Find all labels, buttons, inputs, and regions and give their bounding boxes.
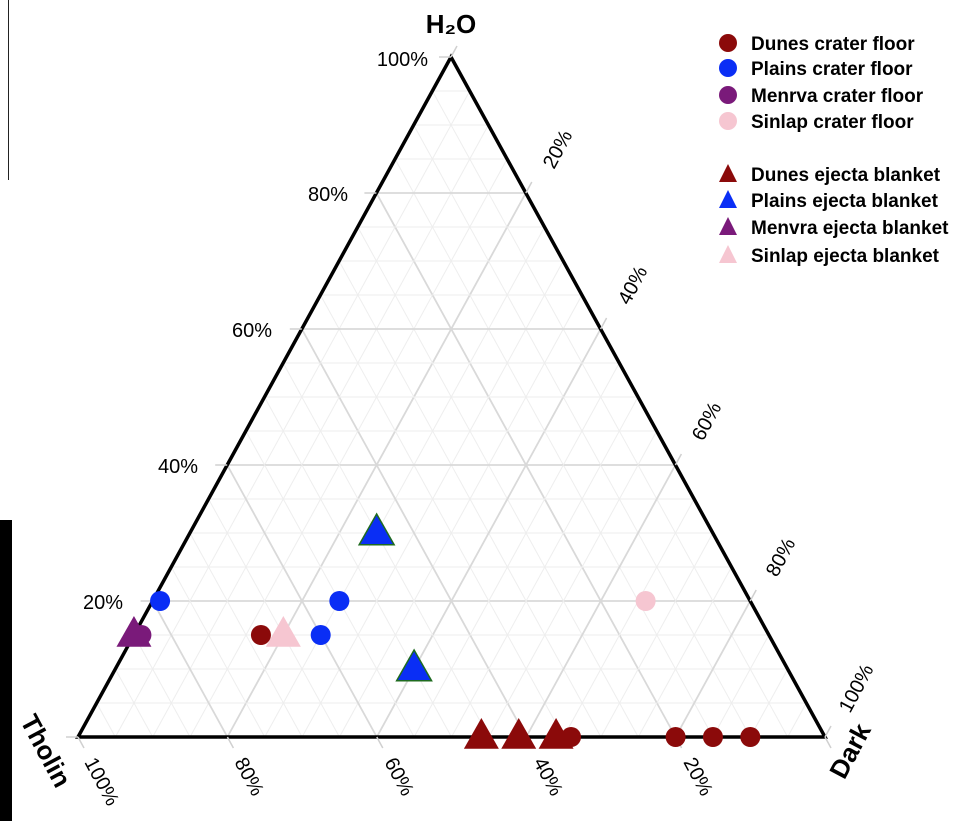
legend-marker [719,217,737,235]
h2o-tick-label: 100% [377,49,428,71]
data-point-circle [250,625,271,645]
tick-mark [226,736,235,749]
grid-line [133,634,191,738]
grid-line [525,464,677,738]
grid-line [749,668,789,738]
legend-label: Dunes crater floor [751,34,915,55]
dark-axis-label: Dark [823,718,877,784]
grid-line [413,362,620,738]
grid-line [637,566,732,738]
legend-marker [719,245,737,263]
h2o-axis-label: H₂O [426,9,477,39]
legend-marker [719,34,737,52]
grid-line [712,634,770,738]
legend-label: Sinlap crater floor [751,112,914,133]
legend: Dunes crater floor Plains crater floor M… [719,34,949,267]
tick-mark [77,736,85,749]
grid-line [488,430,658,738]
tick-mark [376,736,384,749]
grid-line [600,532,714,738]
grid-line [245,430,415,738]
grid-line [357,226,639,738]
data-point-triangle [265,616,301,647]
tick-mark [749,589,757,602]
legend-marker [719,190,737,208]
left-edge-black-bar [0,520,12,821]
tick-mark [824,725,832,738]
h2o-tick-label: 20% [83,592,123,614]
dark-tick-label: 20% [539,126,577,172]
grid-line [226,464,378,738]
data-point-circle [635,591,656,611]
grid-line [189,158,508,738]
grid-line [114,90,471,738]
data-point-circle [150,591,171,611]
triangle-frame [75,53,828,739]
data-point-triangle [357,512,396,546]
grid-line [451,396,639,738]
data-point-circle [561,727,582,747]
grid-line [563,498,695,738]
tick-mark [525,181,533,194]
dark-tick-label: 40% [614,262,652,308]
grid-line [96,702,116,738]
grid-line [151,600,229,738]
data-point-circle [702,727,723,747]
data-point-triangle [395,648,433,682]
grid-line [394,158,714,738]
grid-line [114,668,154,738]
tick-marks [66,45,832,749]
dark-tick-label: 60% [688,398,726,444]
data-point-triangle [501,718,537,749]
left-edge-table-fragment [0,0,9,180]
legend-marker [719,59,737,77]
grid-line [431,90,789,738]
grid-line [320,294,564,738]
data-point-circle [310,625,331,645]
h2o-tick-label: 40% [158,456,198,478]
tick-mark [599,317,608,330]
dark-tick-label: 100% [835,661,879,717]
grid-line [282,362,490,738]
legend-marker [719,164,737,182]
grid-line [170,566,266,738]
legend-label: Menvra ejecta blanket [751,218,949,239]
data-point-circle [740,727,761,747]
legend-label: Menrva crater floor [751,86,924,107]
tick-mark [674,453,683,466]
legend-label: Dunes ejecta blanket [751,165,941,186]
data-point-circle [665,727,686,747]
tholin-tick-label: 60% [380,754,418,800]
grid-line [208,498,340,738]
data-point-circle [131,625,152,645]
legend-marker [719,86,737,104]
legend-label: Plains crater floor [751,59,913,80]
grid-line [339,294,583,738]
tholin-tick-label: 20% [679,754,717,800]
h2o-tick-label: 60% [232,320,272,342]
legend-marker [719,112,737,130]
tick-mark [824,736,832,749]
tholin-tick-label: 100% [80,754,124,810]
legend-label: Sinlap ejecta blanket [751,246,940,267]
tholin-tick-label: 80% [230,754,268,800]
grid-line [674,600,751,738]
data-point-triangle [463,718,499,749]
grid-line [189,532,303,738]
grid-line [264,226,545,738]
h2o-tick-label: 80% [308,184,348,206]
tick-mark [450,45,458,58]
tholin-axis-label: Tholin [14,709,77,792]
data-points [116,512,761,749]
tholin-tick-label: 40% [529,754,567,800]
legend-label: Plains ejecta blanket [751,191,939,212]
dark-tick-label: 80% [762,534,800,580]
grid-line [787,702,807,738]
data-point-circle [329,591,350,611]
